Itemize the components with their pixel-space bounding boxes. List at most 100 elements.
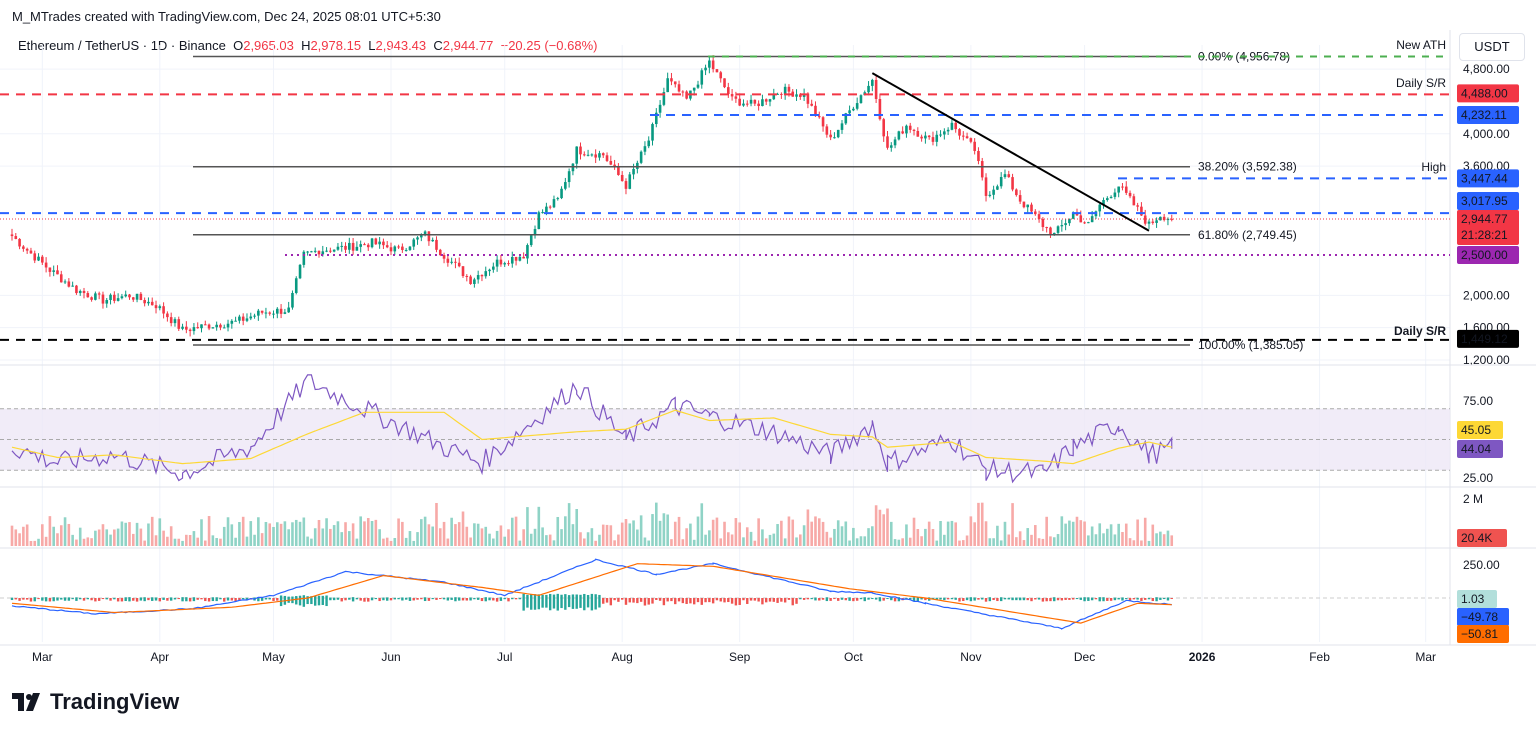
- volume-bar: [329, 528, 332, 546]
- candle: [1003, 174, 1007, 178]
- volume-bar: [764, 538, 768, 546]
- candle: [1015, 189, 1018, 196]
- volume-bar: [1102, 533, 1105, 546]
- last-price-tag-bg: [1457, 210, 1519, 245]
- rsi-value-tag: 44.04: [1461, 442, 1491, 456]
- volume-bar: [1018, 531, 1022, 546]
- macd-histogram-bar: [116, 598, 120, 602]
- candle: [241, 316, 245, 321]
- macd-histogram-bar: [1045, 598, 1048, 602]
- volume-bar: [1026, 528, 1030, 546]
- candle: [480, 275, 484, 277]
- volume-bar: [992, 538, 995, 546]
- candle: [704, 67, 707, 71]
- candle: [185, 326, 188, 330]
- volume-bar: [363, 521, 366, 546]
- macd-histogram-bar: [855, 598, 859, 601]
- volume-bar: [196, 537, 200, 546]
- macd-histogram-bar: [408, 597, 412, 601]
- candle: [234, 320, 237, 322]
- macd-histogram-bar: [545, 594, 548, 608]
- macd-histogram-bar: [257, 597, 260, 602]
- volume-bar: [313, 528, 317, 546]
- macd-histogram-bar: [674, 598, 677, 605]
- volume-bar: [757, 518, 760, 546]
- low-value: 2,943.43: [375, 38, 427, 53]
- macd-histogram-bar: [298, 595, 302, 606]
- macd-histogram-bar: [924, 598, 927, 601]
- candle: [931, 137, 935, 142]
- candle: [916, 130, 920, 137]
- candle: [162, 306, 165, 314]
- candle: [567, 171, 571, 183]
- candle: [33, 253, 37, 261]
- time-axis-label: 2026: [1189, 650, 1216, 664]
- volume-bar: [226, 517, 230, 546]
- macd-histogram-bar: [1060, 598, 1064, 601]
- candle: [924, 135, 927, 139]
- macd-histogram-bar: [1166, 597, 1170, 601]
- macd-histogram-bar: [916, 597, 920, 602]
- volume-bar: [632, 520, 635, 546]
- volume-bar: [943, 534, 946, 546]
- macd-histogram-bar: [749, 598, 753, 601]
- candle: [514, 256, 518, 261]
- candle: [488, 269, 491, 272]
- volume-bar: [344, 522, 347, 546]
- macd-histogram-bar: [734, 598, 738, 606]
- macd-histogram-bar: [314, 595, 317, 606]
- volume-bar: [677, 516, 681, 546]
- macd-histogram-bar: [761, 598, 764, 605]
- volume-bar: [924, 528, 927, 546]
- macd-histogram-bar: [1015, 597, 1018, 601]
- symbol-name[interactable]: Ethereum / TetherUS · 1D · Binance: [18, 38, 226, 53]
- volume-bar: [522, 529, 525, 546]
- candle: [268, 312, 272, 314]
- macd-histogram-bar: [598, 594, 601, 608]
- macd-histogram-bar: [1003, 597, 1007, 600]
- volume-bar: [605, 524, 609, 546]
- macd-histogram-bar: [33, 597, 36, 602]
- volume-bar: [135, 522, 139, 546]
- macd-histogram-bar: [636, 598, 639, 604]
- candle: [177, 319, 181, 329]
- candle: [150, 301, 154, 306]
- macd-histogram-bar: [844, 598, 847, 601]
- volume-bar: [1049, 536, 1052, 546]
- volume-bar: [492, 538, 495, 546]
- macd-histogram-bar: [139, 597, 143, 601]
- volume-bar: [495, 530, 499, 546]
- macd-histogram-bar: [912, 597, 916, 602]
- volume-bar: [692, 539, 696, 546]
- time-axis-label: Jun: [381, 650, 400, 664]
- candle: [639, 151, 643, 163]
- volume-bar: [1090, 526, 1094, 546]
- volume-bar: [507, 529, 510, 546]
- candle: [128, 294, 131, 298]
- currency-button[interactable]: USDT: [1459, 33, 1525, 61]
- macd-histogram-bar: [1098, 597, 1101, 602]
- candle: [757, 103, 760, 107]
- macd-histogram-bar: [806, 598, 810, 600]
- macd-histogram-bar: [704, 598, 707, 603]
- macd-histogram-bar: [526, 594, 529, 608]
- macd-histogram-bar: [162, 597, 165, 600]
- volume-bar: [18, 533, 21, 546]
- macd-histogram-bar: [1170, 598, 1173, 600]
- macd-histogram-bar: [1064, 598, 1067, 600]
- macd-histogram-bar: [219, 597, 222, 600]
- macd-histogram-bar: [492, 598, 495, 601]
- candle: [715, 69, 719, 73]
- macd-histogram-bar: [207, 598, 211, 602]
- candle: [249, 316, 253, 319]
- volume-bar: [268, 523, 272, 546]
- price-axis-label: 1,200.00: [1463, 353, 1510, 367]
- volume-bar: [150, 516, 154, 546]
- macd-histogram-bar: [431, 597, 434, 600]
- tradingview-logo[interactable]: TradingView: [12, 689, 179, 715]
- volume-bar: [529, 533, 533, 546]
- macd-histogram-bar: [461, 598, 465, 601]
- volume-bar: [556, 516, 560, 546]
- candle: [708, 60, 711, 68]
